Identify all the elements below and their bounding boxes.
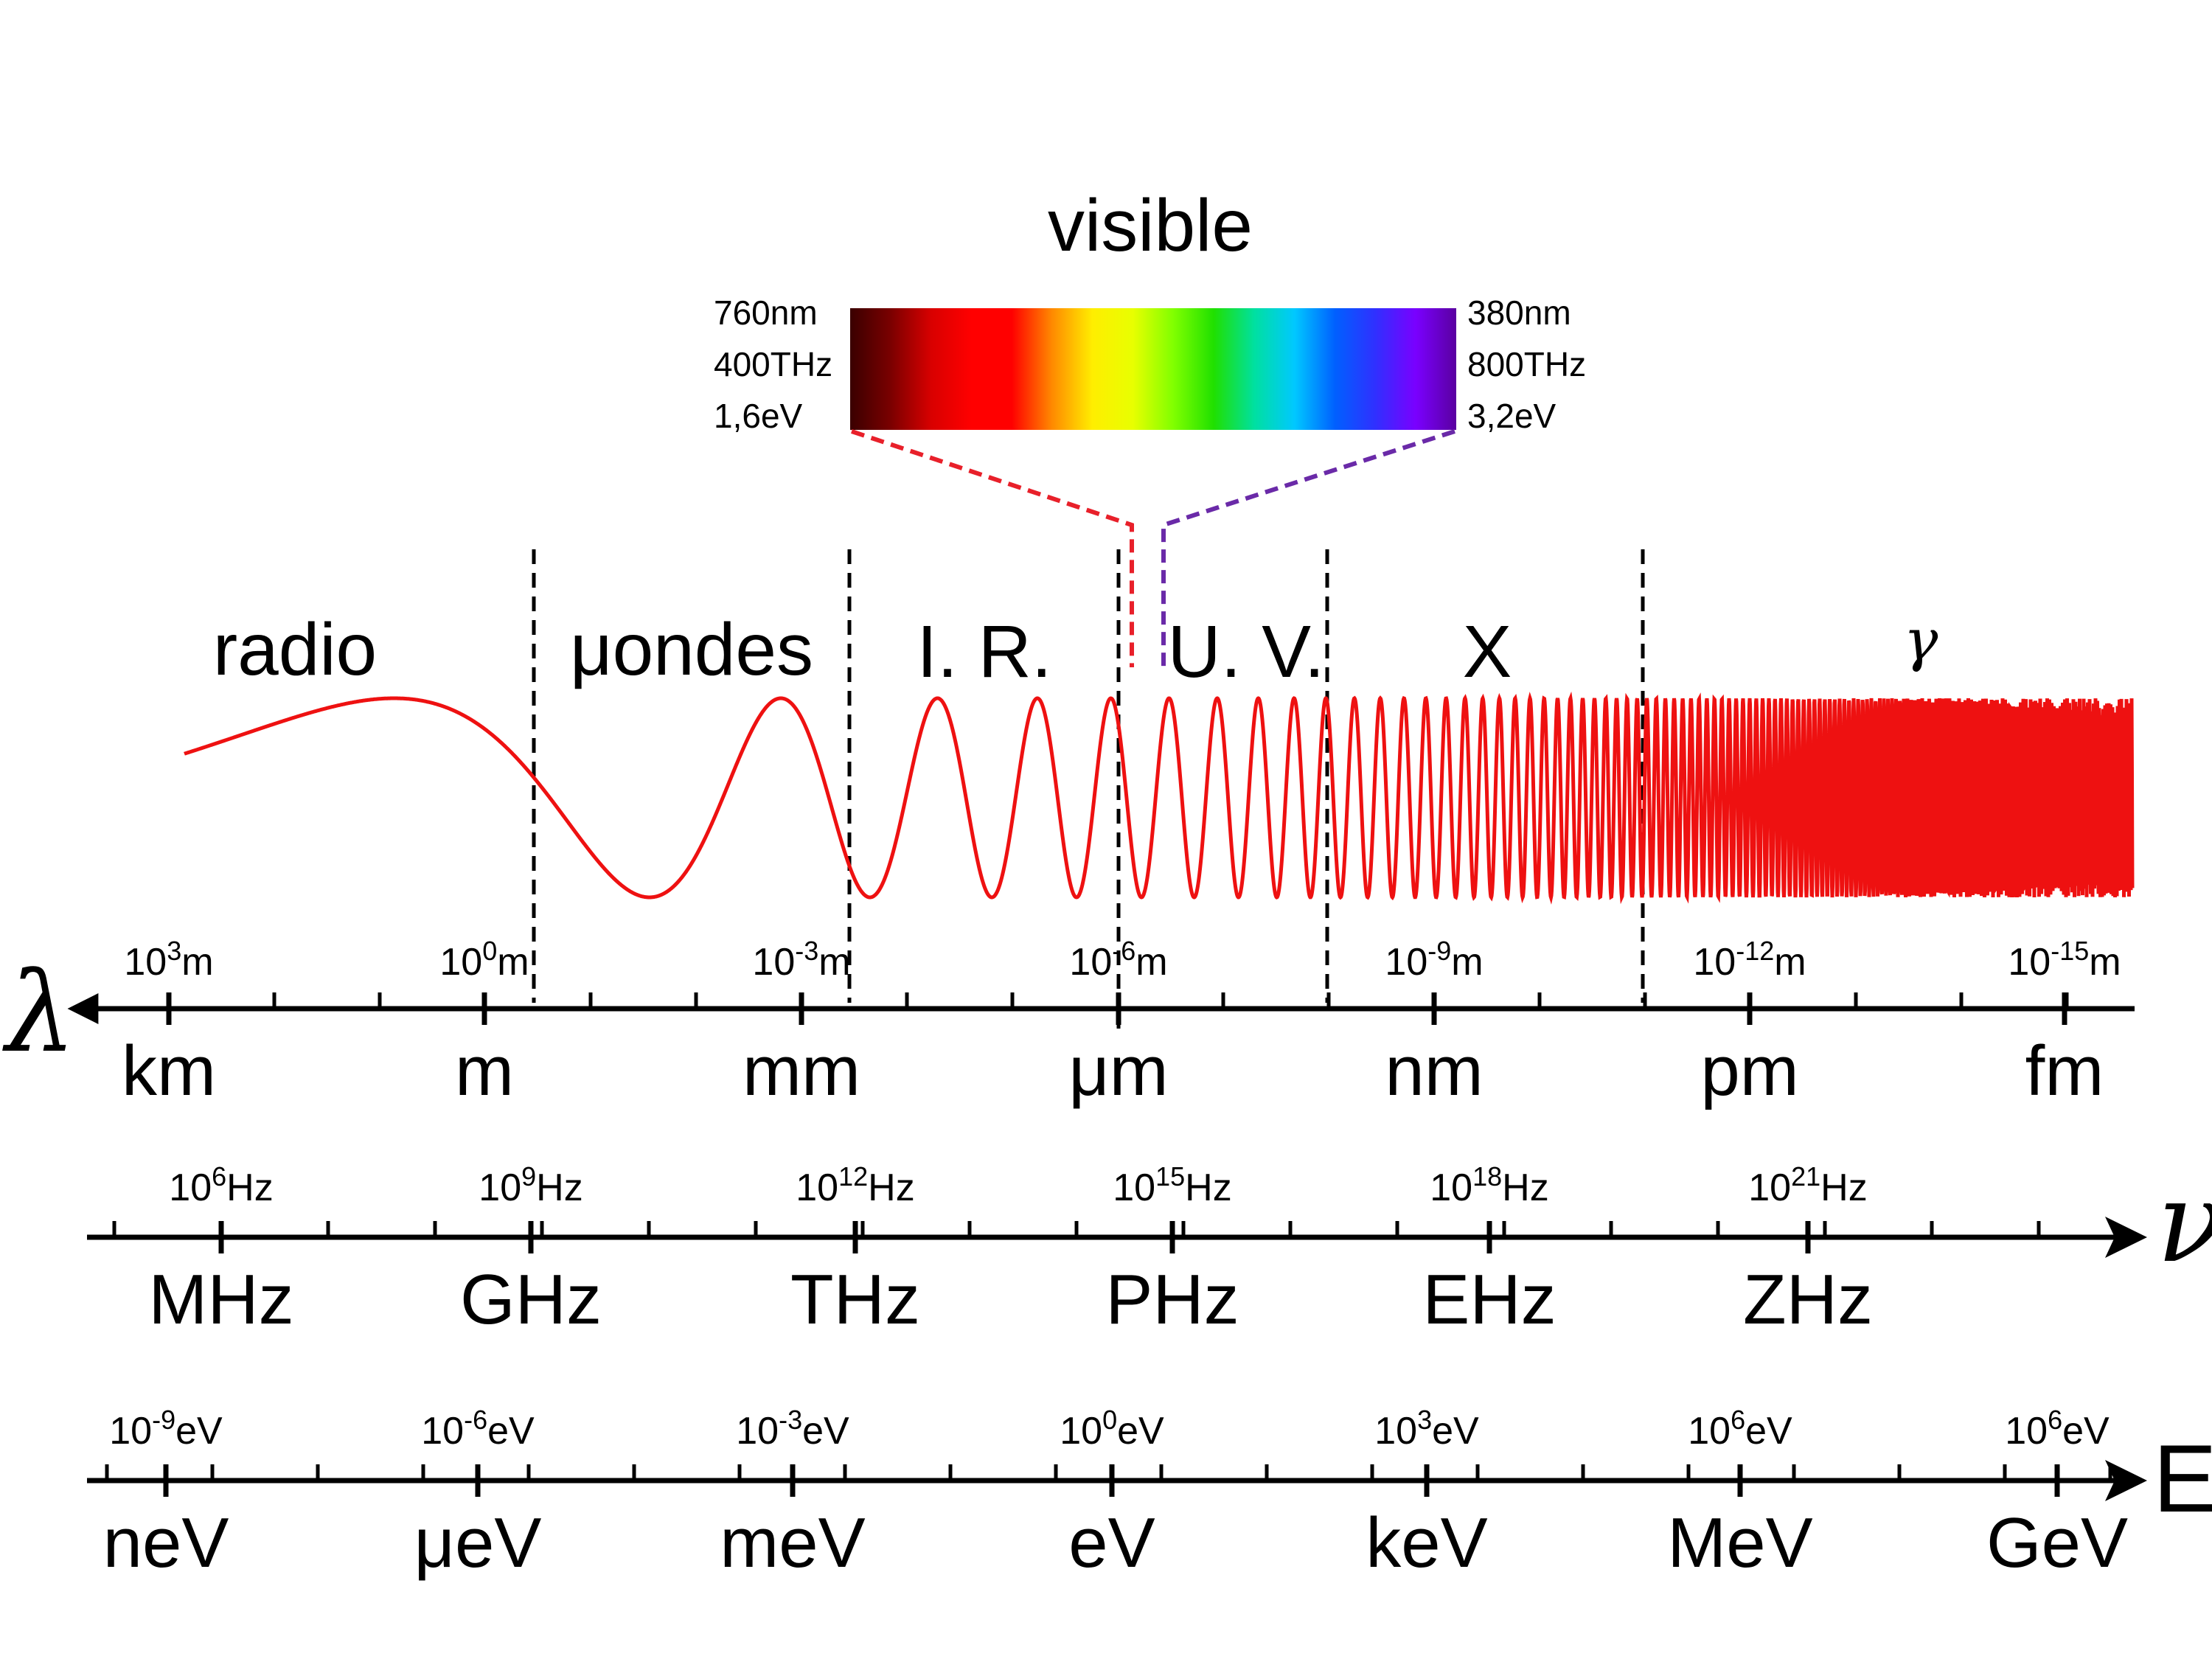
visible-right-frequency: 800THz	[1467, 345, 1586, 383]
energy-unit-label: meV	[720, 1503, 865, 1582]
region-labels: radio μondes I. R. U. V. X γ	[213, 608, 1938, 693]
region-label-infrared: I. R.	[917, 611, 1051, 693]
energy-minor-ticks	[105, 1464, 2112, 1481]
wavelength-axis: λ 103m km 100m m 10-3m mm 10-6m μm 10-9m nm 10-12m…	[2, 936, 2135, 1110]
energy-exponent-label: 10-9eV	[109, 1405, 223, 1453]
frequency-exponent-label: 109Hz	[479, 1161, 582, 1209]
visible-left-wavelength: 760nm	[714, 293, 818, 332]
chirped-wave	[184, 691, 2135, 905]
violet-connector-line	[1161, 429, 1455, 667]
energy-unit-label: eV	[1068, 1503, 1155, 1582]
visible-right-energy: 3,2eV	[1467, 397, 1557, 435]
visible-spectrum-bar	[850, 308, 1456, 430]
wavelength-exponent-label: 10-6m	[1069, 936, 1167, 984]
energy-axis: E 10-9eV neV 10-6eV μeV 10-3eV meV 100eV eV 103e…	[87, 1405, 2212, 1582]
wavelength-exponent-label: 10-15m	[2008, 936, 2121, 984]
visible-title: visible	[1048, 184, 1253, 267]
wavelength-unit-label: μm	[1068, 1032, 1168, 1110]
frequency-unit-label: GHz	[460, 1260, 602, 1339]
visible-left-frequency: 400THz	[714, 345, 832, 383]
frequency-axis-arrowhead	[2105, 1217, 2147, 1258]
energy-unit-label: keV	[1366, 1503, 1487, 1582]
wavelength-exponent-label: 10-12m	[1693, 936, 1806, 984]
wavelength-symbol: λ	[2, 949, 76, 1077]
energy-tick-labels: 10-9eV neV 10-6eV μeV 10-3eV meV 100eV eV 103eV k…	[103, 1405, 2128, 1582]
wavelength-unit-label: km	[122, 1032, 216, 1110]
energy-exponent-label: 10-6eV	[421, 1405, 535, 1453]
energy-symbol: E	[2153, 1425, 2212, 1532]
energy-unit-label: μeV	[414, 1503, 542, 1582]
region-label-ultraviolet: U. V.	[1167, 611, 1324, 693]
visible-right-labels: 380nm 800THz 3,2eV	[1467, 293, 1586, 435]
frequency-symbol: ν	[2157, 1159, 2212, 1287]
wavelength-unit-label: m	[455, 1032, 514, 1110]
frequency-exponent-label: 1018Hz	[1430, 1161, 1548, 1209]
frequency-tick-labels: 106Hz MHz 109Hz GHz 1012Hz THz 1015Hz PHz 1018Hz…	[148, 1161, 1873, 1339]
frequency-exponent-label: 106Hz	[169, 1161, 273, 1209]
wavelength-unit-label: fm	[2025, 1032, 2104, 1110]
energy-unit-label: GeV	[1986, 1503, 2128, 1582]
region-label-microwave: μondes	[570, 608, 813, 691]
frequency-unit-label: PHz	[1105, 1260, 1239, 1339]
energy-exponent-label: 10-3eV	[736, 1405, 849, 1453]
wavelength-unit-label: mm	[742, 1032, 860, 1110]
wavelength-exponent-label: 100m	[439, 936, 529, 984]
wavelength-exponent-label: 10-9m	[1385, 936, 1483, 984]
frequency-exponent-label: 1012Hz	[796, 1161, 914, 1209]
wavelength-exponent-label: 10-3m	[752, 936, 850, 984]
energy-unit-label: neV	[103, 1503, 229, 1582]
wavelength-tick-labels: 103m km 100m m 10-3m mm 10-6m μm 10-9m nm 10-12m pm…	[122, 936, 2121, 1110]
energy-exponent-label: 103eV	[1374, 1405, 1479, 1453]
region-label-gamma: γ	[1904, 608, 1938, 674]
visible-left-energy: 1,6eV	[714, 397, 803, 435]
frequency-unit-label: THz	[790, 1260, 920, 1339]
energy-exponent-label: 100eV	[1060, 1405, 1164, 1453]
wavelength-unit-label: pm	[1700, 1032, 1798, 1110]
visible-left-labels: 760nm 400THz 1,6eV	[714, 293, 832, 435]
frequency-axis: ν 106Hz MHz 109Hz GHz 1012Hz THz 1015Hz PHz 1018…	[87, 1159, 2212, 1339]
energy-exponent-label: 106eV	[1688, 1405, 1792, 1453]
frequency-unit-label: EHz	[1422, 1260, 1556, 1339]
frequency-unit-label: MHz	[148, 1260, 293, 1339]
frequency-exponent-label: 1015Hz	[1113, 1161, 1231, 1209]
visible-right-wavelength: 380nm	[1467, 293, 1571, 332]
energy-exponent-label: 106eV	[2005, 1405, 2110, 1453]
region-label-xray: X	[1463, 611, 1512, 693]
wavelength-exponent-label: 103m	[124, 936, 213, 984]
frequency-exponent-label: 1021Hz	[1748, 1161, 1867, 1209]
energy-unit-label: MeV	[1667, 1503, 1812, 1582]
energy-axis-arrowhead	[2105, 1460, 2147, 1501]
wavelength-unit-label: nm	[1385, 1032, 1483, 1110]
red-connector-line	[851, 429, 1134, 667]
region-label-radio: radio	[213, 608, 377, 691]
frequency-unit-label: ZHz	[1743, 1260, 1873, 1339]
